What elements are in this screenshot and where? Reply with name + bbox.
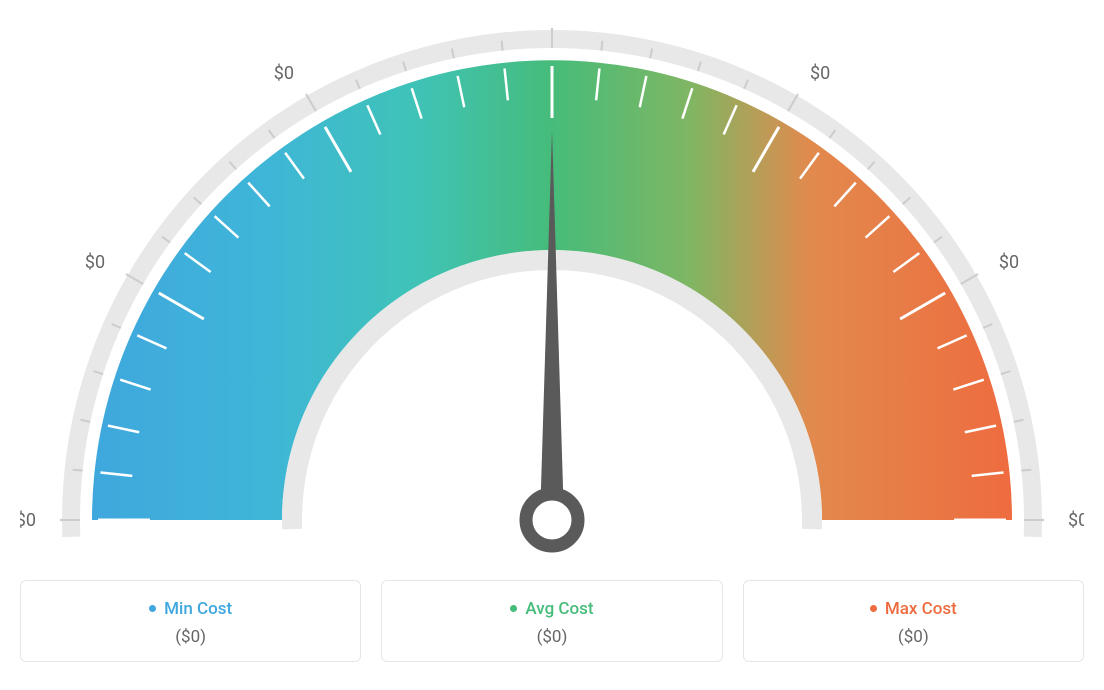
legend-label-min: Min Cost [149, 599, 232, 619]
gauge-chart: $0$0$0$0$0$0$0 [20, 20, 1084, 560]
minor-tick [1021, 470, 1031, 471]
legend-label-avg: Avg Cost [510, 599, 593, 619]
gauge-svg: $0$0$0$0$0$0$0 [20, 20, 1084, 560]
legend-label-text-min: Min Cost [164, 599, 232, 619]
legend-card-avg: Avg Cost ($0) [381, 580, 722, 662]
scale-label: $0 [810, 63, 830, 84]
legend-card-min: Min Cost ($0) [20, 580, 361, 662]
legend-value-avg: ($0) [402, 627, 701, 647]
legend-value-max: ($0) [764, 627, 1063, 647]
legend-row: Min Cost ($0) Avg Cost ($0) Max Cost ($0… [20, 580, 1084, 662]
legend-dot-max [870, 605, 877, 612]
legend-label-text-max: Max Cost [885, 599, 957, 619]
needle-hub [526, 494, 578, 546]
legend-value-min: ($0) [41, 627, 340, 647]
legend-card-max: Max Cost ($0) [743, 580, 1084, 662]
scale-label: $0 [20, 510, 36, 531]
legend-dot-min [149, 605, 156, 612]
minor-tick [73, 470, 83, 471]
scale-label: $0 [85, 252, 105, 273]
scale-label: $0 [999, 252, 1019, 273]
legend-dot-avg [510, 605, 517, 612]
scale-label: $0 [1068, 510, 1084, 531]
scale-label: $0 [274, 63, 294, 84]
minor-tick [601, 41, 602, 51]
legend-label-max: Max Cost [870, 599, 957, 619]
minor-tick [502, 41, 503, 51]
legend-label-text-avg: Avg Cost [525, 599, 593, 619]
